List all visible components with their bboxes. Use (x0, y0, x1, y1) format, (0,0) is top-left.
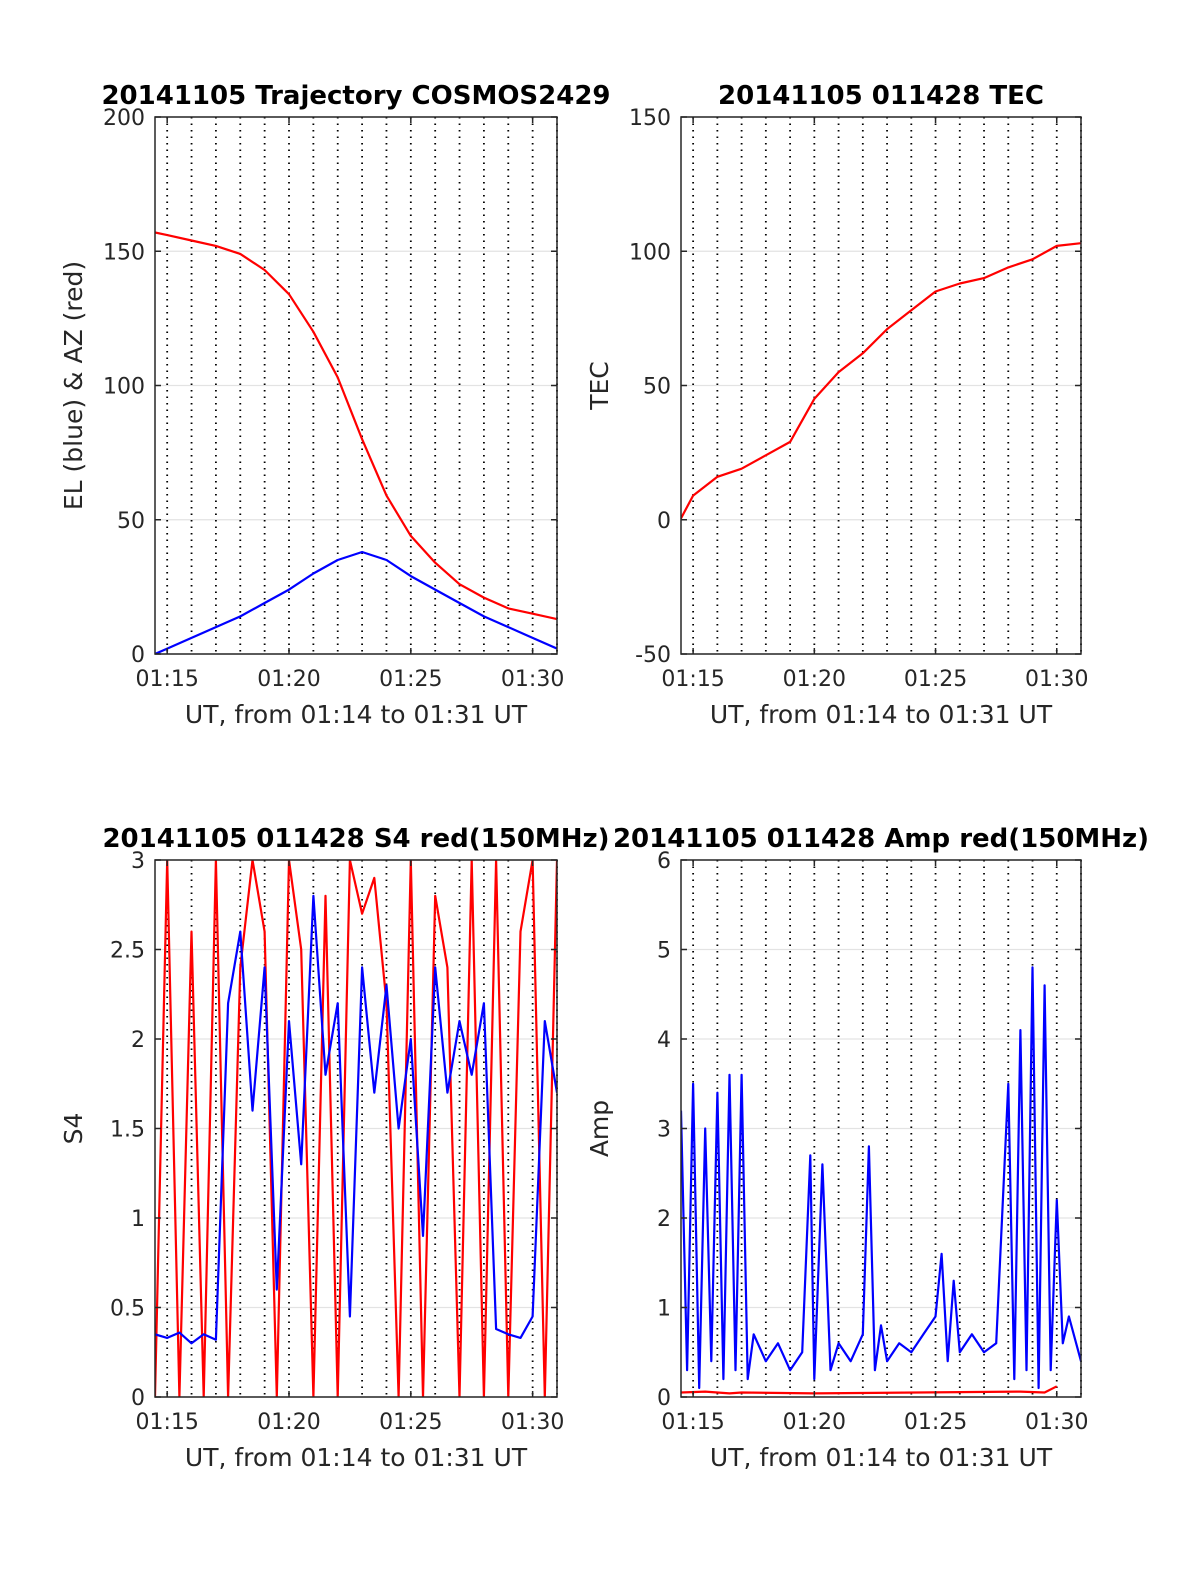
panel-tec: -50 0 50 100 150 01:15 01:20 01:25 01:30 20141105… (585, 81, 1088, 729)
x-tick-label: 01:25 (379, 1410, 442, 1435)
y-tick-label: 1 (131, 1207, 145, 1232)
x-axis-label: UT, from 01:14 to 01:31 UT (710, 1443, 1053, 1472)
x-tick-label: 01:20 (783, 1410, 846, 1435)
series-line-1 (681, 242, 1081, 521)
y-tick-label: 150 (103, 240, 145, 265)
y-tick-label: 50 (117, 509, 145, 534)
y-tick-label: 0 (131, 643, 145, 668)
x-tick-label: 01:25 (904, 1410, 967, 1435)
y-tick-label: 0 (657, 1386, 671, 1411)
series-line-1 (155, 231, 557, 621)
y-tick-label: 3 (657, 1118, 671, 1143)
y-tick-label: 0.5 (110, 1297, 145, 1322)
chart-title: 20141105 011428 TEC (718, 81, 1044, 111)
series-line-2 (155, 894, 557, 1345)
y-axis-label: S4 (59, 1113, 88, 1145)
chart-title: 20141105 011428 S4 red(150MHz) (102, 824, 609, 854)
y-tick-label: 6 (657, 849, 671, 874)
y-tick-label: 0 (657, 509, 671, 534)
x-tick-label: 01:15 (135, 1410, 198, 1435)
x-tick-label: 01:25 (379, 667, 442, 692)
x-tick-label: 01:20 (783, 667, 846, 692)
x-tick-label: 01:20 (257, 1410, 320, 1435)
y-tick-label: 50 (643, 375, 671, 400)
y-tick-label: 4 (657, 1028, 671, 1053)
chart-title: 20141105 Trajectory COSMOS2429 (101, 81, 610, 111)
y-axis-label: EL (blue) & AZ (red) (59, 261, 88, 510)
y-tick-label: 5 (657, 939, 671, 964)
x-tick-label: 01:30 (1025, 667, 1088, 692)
series-line-1 (155, 860, 557, 1397)
x-tick-label: 01:25 (904, 667, 967, 692)
series-line-2 (681, 966, 1081, 1390)
series-line-1 (681, 1385, 1058, 1395)
y-tick-label: 0 (131, 1386, 145, 1411)
y-tick-label: 2 (657, 1207, 671, 1232)
y-axis-label: Amp (585, 1100, 614, 1157)
panel-s4: 0 0.5 1 1.5 2 2.5 3 01:15 01:20 01:25 01:30 2014110… (59, 824, 610, 1472)
y-tick-label: 200 (103, 106, 145, 131)
x-tick-label: 01:15 (661, 1410, 724, 1435)
x-tick-label: 01:30 (501, 667, 564, 692)
x-axis-label: UT, from 01:14 to 01:31 UT (185, 700, 528, 729)
panel-traj: 0 50 100 150 200 01:15 01:20 01:25 01:30 20141105… (59, 81, 611, 729)
x-tick-label: 01:20 (257, 667, 320, 692)
series-line-2 (155, 550, 557, 654)
chart-title: 20141105 011428 Amp red(150MHz) (613, 824, 1149, 854)
y-tick-label: 150 (629, 106, 671, 131)
y-axis-label: TEC (585, 361, 614, 411)
y-tick-label: 1.5 (110, 1118, 145, 1143)
x-tick-label: 01:30 (1025, 1410, 1088, 1435)
x-tick-label: 01:30 (501, 1410, 564, 1435)
y-tick-label: 2 (131, 1028, 145, 1053)
x-axis-label: UT, from 01:14 to 01:31 UT (710, 700, 1053, 729)
panel-amp: 0 1 2 3 4 5 6 01:15 01:20 01:25 01:30 20141105 0114… (585, 824, 1149, 1472)
x-tick-label: 01:15 (135, 667, 198, 692)
y-tick-label: 1 (657, 1297, 671, 1322)
x-axis-label: UT, from 01:14 to 01:31 UT (185, 1443, 528, 1472)
y-tick-label: -50 (635, 643, 671, 668)
y-tick-label: 100 (103, 375, 145, 400)
y-tick-label: 100 (629, 240, 671, 265)
y-tick-label: 2.5 (110, 939, 145, 964)
x-tick-label: 01:15 (661, 667, 724, 692)
y-tick-label: 3 (131, 849, 145, 874)
